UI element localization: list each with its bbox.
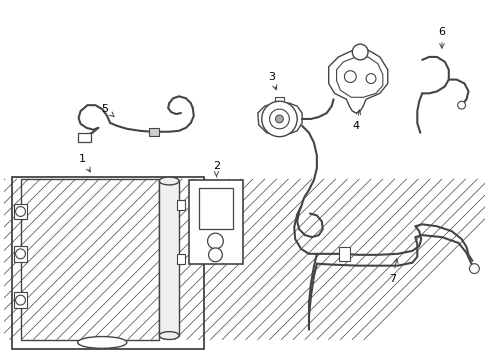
Bar bbox=[159, 181, 179, 336]
Bar bbox=[12, 177, 203, 349]
Circle shape bbox=[207, 233, 223, 249]
Bar bbox=[14, 292, 27, 308]
Text: 6: 6 bbox=[438, 27, 445, 48]
Circle shape bbox=[208, 248, 222, 262]
Text: 2: 2 bbox=[212, 161, 220, 177]
Circle shape bbox=[16, 207, 25, 216]
Bar bbox=[149, 128, 159, 136]
Bar bbox=[21, 179, 159, 339]
Circle shape bbox=[344, 71, 356, 82]
Bar bbox=[188, 180, 243, 264]
Bar bbox=[78, 133, 91, 141]
Ellipse shape bbox=[159, 177, 179, 185]
Text: 1: 1 bbox=[79, 154, 90, 172]
Polygon shape bbox=[257, 103, 302, 135]
Bar bbox=[14, 204, 27, 219]
Bar bbox=[177, 254, 184, 264]
Bar bbox=[177, 200, 184, 210]
Ellipse shape bbox=[159, 332, 179, 339]
Circle shape bbox=[261, 101, 297, 137]
Text: 5: 5 bbox=[102, 104, 114, 117]
Circle shape bbox=[16, 295, 25, 305]
Circle shape bbox=[275, 115, 283, 123]
Polygon shape bbox=[328, 50, 387, 113]
Bar bbox=[338, 247, 349, 261]
Bar bbox=[14, 246, 27, 262]
Ellipse shape bbox=[78, 337, 126, 348]
Polygon shape bbox=[336, 57, 382, 97]
Circle shape bbox=[269, 109, 289, 129]
Text: 3: 3 bbox=[267, 72, 276, 90]
Circle shape bbox=[468, 264, 478, 274]
Bar bbox=[198, 188, 233, 229]
Circle shape bbox=[457, 101, 465, 109]
Circle shape bbox=[351, 44, 367, 60]
Circle shape bbox=[16, 249, 25, 259]
Text: 7: 7 bbox=[388, 258, 397, 284]
Circle shape bbox=[366, 74, 375, 84]
Text: 4: 4 bbox=[352, 110, 360, 131]
